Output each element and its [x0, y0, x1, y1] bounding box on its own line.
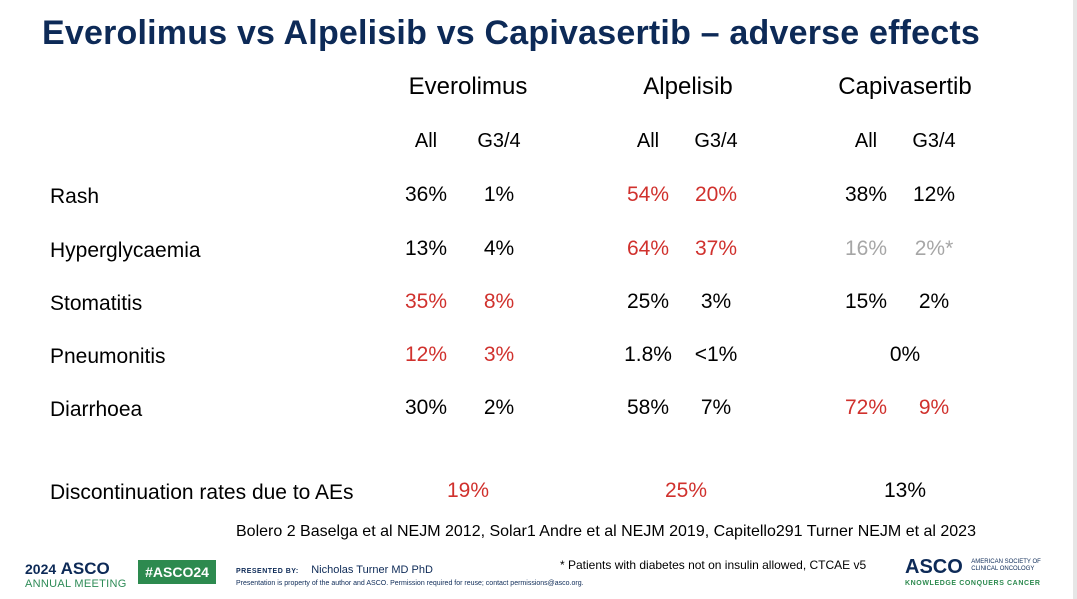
table-cell: 25% [626, 290, 670, 313]
table-cell: 2%* [914, 237, 954, 260]
property-notice: Presentation is property of the author a… [236, 580, 584, 587]
discontinuation-label: Discontinuation rates due to AEs [50, 481, 354, 504]
presented-by-label: PRESENTED BY: [236, 568, 299, 575]
asco-meeting-logo: 2024 ASCO ANNUAL MEETING [25, 560, 127, 590]
table-cell: 15% [844, 290, 888, 313]
references: Bolero 2 Baselga et al NEJM 2012, Solar1… [236, 523, 976, 540]
asco-society-name: AMERICAN SOCIETY OF CLINICAL ONCOLOGY [971, 559, 1041, 572]
table-cell: 58% [626, 396, 670, 419]
table-cell: 72% [844, 396, 888, 419]
table-cell: 64% [626, 237, 670, 260]
table-cell: 54% [626, 183, 670, 206]
drug-header: Capivasertib [838, 73, 972, 100]
row-label: Diarrhoea [50, 398, 143, 421]
row-label: Hyperglycaemia [50, 239, 201, 262]
slide-title: Everolimus vs Alpelisib vs Capivasertib … [42, 14, 981, 52]
col-header-all: All [414, 130, 438, 152]
discontinuation-value: 25% [664, 479, 708, 502]
table-cell: 12% [912, 183, 956, 206]
drug-header: Everolimus [408, 73, 528, 100]
asco-society-logo: ASCO AMERICAN SOCIETY OF CLINICAL ONCOLO… [905, 556, 1051, 587]
footer: 2024 ASCO ANNUAL MEETING #ASCO24 PRESENT… [0, 550, 1077, 599]
asco-logo-text: ASCO [905, 556, 963, 578]
table-cell: 1% [483, 183, 515, 206]
table-cell: 4% [483, 237, 515, 260]
col-header-g34: G3/4 [694, 130, 738, 152]
table-cell: 13% [404, 237, 448, 260]
hashtag-badge: #ASCO24 [138, 560, 216, 584]
col-header-g34: G3/4 [912, 130, 956, 152]
row-label: Rash [50, 185, 100, 208]
drug-header: Alpelisib [643, 73, 733, 100]
discontinuation-value: 13% [883, 479, 927, 502]
table-cell: 2% [918, 290, 950, 313]
table-cell: 3% [700, 290, 732, 313]
table-cell: 7% [700, 396, 732, 419]
meeting-year: 2024 [25, 561, 57, 577]
footnote: * Patients with diabetes not on insulin … [560, 558, 867, 572]
presented-by: PRESENTED BY: Nicholas Turner MD PhD [236, 560, 433, 578]
meeting-name: ANNUAL MEETING [25, 578, 127, 590]
table-cell: 3% [483, 343, 515, 366]
table-cell: 12% [404, 343, 448, 366]
table-cell: 30% [404, 396, 448, 419]
table-cell: 16% [844, 237, 888, 260]
col-header-g34: G3/4 [477, 130, 521, 152]
col-header-all: All [636, 130, 660, 152]
row-label: Pneumonitis [50, 345, 166, 368]
table-cell: 20% [694, 183, 738, 206]
discontinuation-value: 19% [446, 479, 490, 502]
table-cell: 38% [844, 183, 888, 206]
table-cell: 9% [918, 396, 950, 419]
presenter-name: Nicholas Turner MD PhD [311, 564, 433, 576]
table-cell: 37% [694, 237, 738, 260]
meeting-brand: ASCO [60, 559, 110, 578]
row-label: Stomatitis [50, 292, 143, 315]
table-cell: <1% [694, 343, 738, 366]
table-cell: 0% [889, 343, 921, 366]
table-cell: 2% [483, 396, 515, 419]
col-header-all: All [854, 130, 878, 152]
asco-tagline: KNOWLEDGE CONQUERS CANCER [905, 580, 1041, 587]
table-cell: 36% [404, 183, 448, 206]
table-cell: 35% [404, 290, 448, 313]
table-cell: 8% [483, 290, 515, 313]
slide-edge [1073, 0, 1077, 599]
table-cell: 1.8% [624, 343, 672, 366]
